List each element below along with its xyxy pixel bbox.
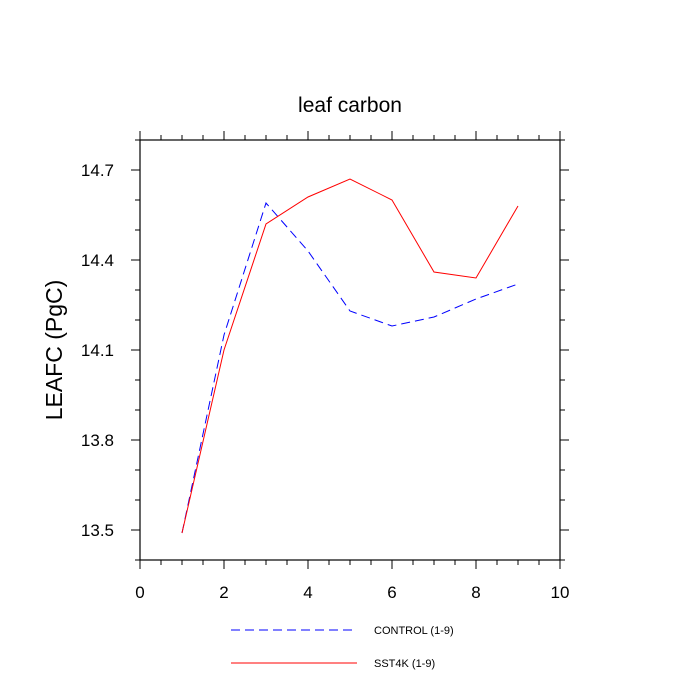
series-line-sst4k	[181, 178, 519, 534]
x-tick-label: 0	[135, 583, 144, 602]
x-tick-label: 10	[551, 583, 570, 602]
x-tick-label: 4	[303, 583, 312, 602]
y-tick-label: 14.4	[81, 251, 114, 270]
y-tick-label: 14.7	[81, 161, 114, 180]
axis-ticks: 0 2 4 6 8 10 13.5 13.8 14.1 14.4 14.7	[81, 131, 570, 602]
y-tick-label: 13.5	[81, 521, 114, 540]
legend: CONTROL (1-9) SST4K (1-9)	[231, 625, 454, 670]
y-tick-label: 14.1	[81, 341, 114, 360]
plot-frame	[139, 139, 561, 561]
x-tick-label: 2	[219, 583, 228, 602]
legend-label: SST4K (1-9)	[374, 658, 435, 670]
plot-series	[181, 178, 519, 534]
y-tick-label: 13.8	[81, 431, 114, 450]
x-tick-label: 6	[387, 583, 396, 602]
legend-label: CONTROL (1-9)	[374, 625, 454, 637]
series-line-control	[181, 202, 519, 534]
x-tick-label: 8	[471, 583, 480, 602]
chart-title: leaf carbon	[298, 94, 402, 117]
y-axis-label: LEAFC (PgC)	[41, 280, 67, 421]
